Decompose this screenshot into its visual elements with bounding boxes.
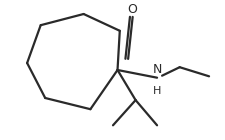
Text: N: N <box>152 63 161 76</box>
Text: O: O <box>127 3 137 16</box>
Text: H: H <box>152 86 161 96</box>
